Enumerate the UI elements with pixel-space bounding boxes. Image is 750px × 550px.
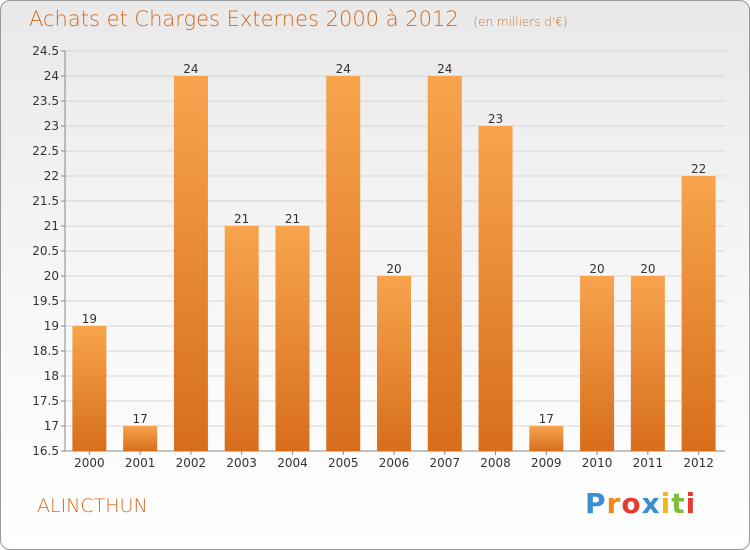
bar-value-label: 24	[437, 62, 452, 76]
x-tick-label: 2002	[176, 456, 207, 470]
bar-value-label: 20	[640, 262, 655, 276]
bar-value-label: 17	[539, 412, 554, 426]
bar-value-label: 22	[691, 162, 706, 176]
bar	[275, 226, 310, 451]
title-text: Achats et Charges Externes 2000 à 2012	[29, 7, 459, 31]
logo-letter: i	[660, 487, 672, 520]
y-tick-label: 20	[44, 269, 59, 283]
y-tick-label: 23.5	[32, 94, 59, 108]
y-tick-label: 18.5	[32, 344, 59, 358]
y-tick-label: 18	[44, 369, 59, 383]
logo-letter: P	[585, 487, 607, 520]
logo-letter: x	[641, 487, 661, 520]
y-tick-label: 20.5	[32, 244, 59, 258]
x-tick-label: 2011	[633, 456, 664, 470]
chart-title: Achats et Charges Externes 2000 à 2012 (…	[29, 7, 568, 31]
bar-value-label: 24	[183, 62, 198, 76]
logo-letter: i	[685, 487, 697, 520]
commune-name: ALINCTHUN	[37, 495, 148, 517]
bar-value-label: 24	[336, 62, 351, 76]
x-tick-label: 2009	[531, 456, 562, 470]
bar-value-label: 20	[589, 262, 604, 276]
title-unit: (en milliers d'€)	[473, 15, 568, 29]
bar	[427, 76, 462, 451]
bar	[580, 276, 615, 451]
bar	[224, 226, 259, 451]
y-tick-label: 21	[44, 219, 59, 233]
bar	[173, 76, 208, 451]
x-tick-label: 2008	[480, 456, 511, 470]
bar-value-label: 17	[133, 412, 148, 426]
y-tick-label: 16.5	[32, 444, 59, 458]
x-tick-label: 2006	[379, 456, 410, 470]
bar-value-label: 21	[285, 212, 300, 226]
x-tick-label: 2003	[226, 456, 257, 470]
logo-letter: r	[606, 487, 622, 520]
bar	[630, 276, 665, 451]
y-tick-label: 23	[44, 119, 59, 133]
bar	[478, 126, 513, 451]
logo-letter: t	[671, 487, 686, 520]
y-tick-label: 24	[44, 69, 59, 83]
x-tick-label: 2001	[125, 456, 156, 470]
y-tick-label: 17.5	[32, 394, 59, 408]
bar-value-label: 20	[386, 262, 401, 276]
x-tick-label: 2010	[582, 456, 613, 470]
y-tick-label: 22	[44, 169, 59, 183]
logo-letter: o	[621, 487, 642, 520]
y-tick-label: 19	[44, 319, 59, 333]
bar-value-label: 19	[82, 312, 97, 326]
x-tick-label: 2007	[429, 456, 460, 470]
y-tick-label: 17	[44, 419, 59, 433]
y-tick-label: 22.5	[32, 144, 59, 158]
bar-value-label: 21	[234, 212, 249, 226]
y-tick-label: 21.5	[32, 194, 59, 208]
y-tick-label: 24.5	[32, 44, 59, 58]
bar	[72, 326, 107, 451]
bar	[377, 276, 411, 451]
y-tick-label: 19.5	[32, 294, 59, 308]
bar	[529, 426, 564, 451]
x-tick-label: 2004	[277, 456, 308, 470]
x-tick-label: 2012	[683, 456, 714, 470]
bar-value-label: 23	[488, 112, 503, 126]
x-tick-label: 2000	[74, 456, 105, 470]
x-tick-label: 2005	[328, 456, 359, 470]
bar	[681, 176, 716, 451]
bar	[123, 426, 158, 451]
proxiti-logo: Proxiti	[585, 487, 696, 520]
bar	[326, 76, 361, 451]
